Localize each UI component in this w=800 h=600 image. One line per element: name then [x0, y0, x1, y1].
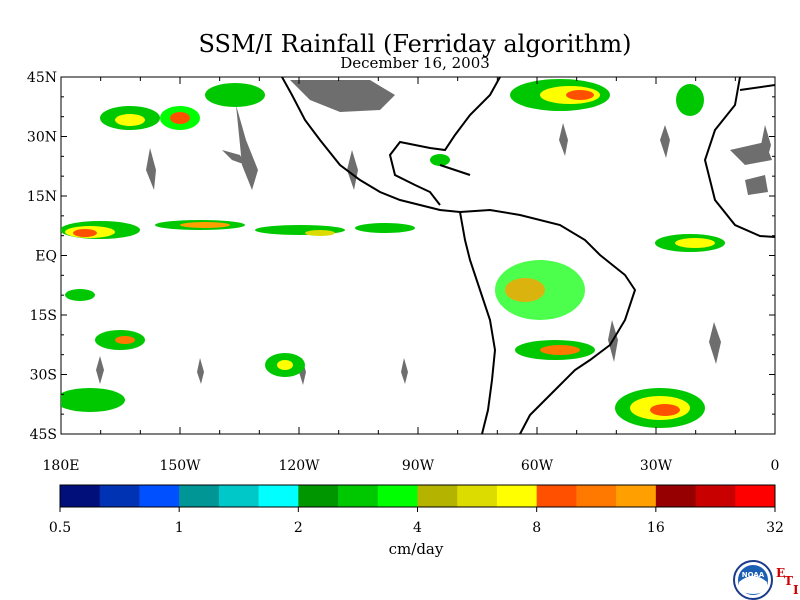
- colorbar-swatch: [417, 485, 458, 507]
- logo-letter-i: I: [793, 583, 799, 597]
- lon-label: 0: [771, 458, 780, 474]
- colorbar-swatch: [616, 485, 657, 507]
- map-frame: [60, 76, 776, 435]
- colorbar-tick-label: 32: [766, 520, 784, 536]
- colorbar-swatch: [298, 485, 339, 507]
- lon-label: 180E: [43, 458, 80, 474]
- colorbar-swatch: [377, 485, 418, 507]
- noaa-logo-icon: NOAA: [733, 560, 773, 600]
- colorbar-swatch: [695, 485, 736, 507]
- colorbar-tick-label: 8: [532, 520, 541, 536]
- lat-label: EQ: [35, 249, 57, 265]
- colorbar-tick-label: 16: [647, 520, 665, 536]
- lat-label: 45S: [30, 427, 57, 443]
- lon-label: 120W: [278, 458, 320, 474]
- colorbar-swatch: [496, 485, 538, 507]
- colorbar-swatch: [338, 485, 379, 507]
- colorbar-swatch: [139, 485, 180, 507]
- lat-label: 15N: [27, 189, 57, 205]
- colorbar-swatch: [60, 485, 101, 507]
- map-subtitle: December 16, 2003: [340, 54, 490, 72]
- map-title: SSM/I Rainfall (Ferriday algorithm): [198, 30, 632, 58]
- lon-axis: 180E 150W 120W 90W 60W 30W 0: [43, 77, 780, 474]
- colorbar-tick-label: 1: [175, 520, 184, 536]
- colorbar-swatch: [655, 485, 697, 507]
- lat-axis: 45N 30N 15N EQ 15S 30S 45S: [27, 70, 775, 443]
- colorbar-swatch: [576, 485, 617, 507]
- lat-label: 30N: [27, 130, 57, 146]
- colorbar-swatch: [179, 485, 220, 507]
- logo-letter-e: E: [776, 566, 786, 580]
- colorbar-swatch: [218, 485, 260, 507]
- lon-label: 150W: [159, 458, 201, 474]
- colorbar-swatch: [536, 485, 577, 507]
- colorbar-tick-label: 2: [294, 520, 303, 536]
- colorbar: 0.5 1 2 4 8 16 32: [49, 484, 784, 536]
- colorbar-unit-label: cm/day: [388, 540, 444, 558]
- map-content: [61, 77, 775, 434]
- lon-label: 30W: [640, 458, 673, 474]
- colorbar-tick-label: 4: [413, 520, 422, 536]
- coastlines: [281, 77, 775, 434]
- colorbar-swatch: [258, 485, 299, 507]
- lat-label: 30S: [30, 368, 57, 384]
- noaa-logo-text: NOAA: [742, 571, 765, 579]
- colorbar-swatch: [99, 485, 140, 507]
- lat-label: 45N: [27, 70, 57, 86]
- colorbar-swatch: [735, 485, 776, 507]
- colorbar-swatch: [457, 485, 498, 507]
- colorbar-tick-label: 0.5: [49, 520, 71, 536]
- lon-label: 60W: [521, 458, 554, 474]
- rainfall-patches: [61, 79, 725, 428]
- lat-label: 15S: [30, 308, 57, 324]
- logo-letter-t: T: [784, 574, 793, 588]
- lon-label: 90W: [402, 458, 435, 474]
